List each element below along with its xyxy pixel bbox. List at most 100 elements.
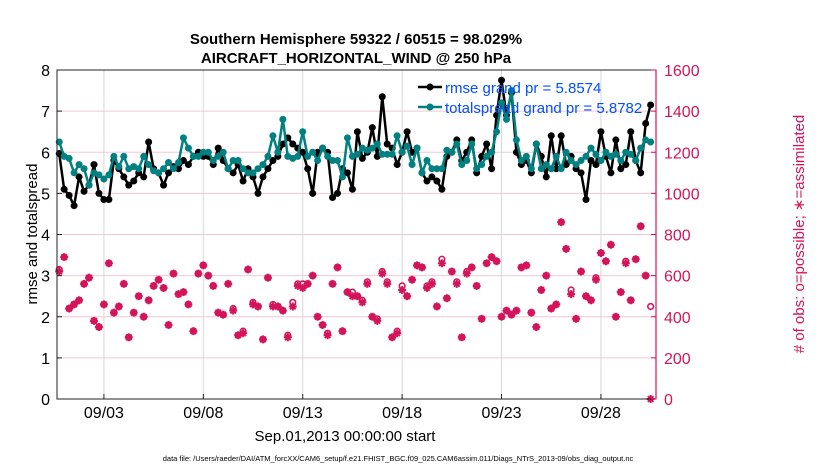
assimilated-obs-marker [129,308,138,317]
assimilated-obs-marker [457,333,466,342]
assimilated-obs-marker [408,275,417,284]
assimilated-obs-marker [278,306,287,315]
left-tick-label: 5 [41,186,50,203]
totalspread-point [199,148,207,156]
totalspread-point [383,150,391,158]
assimilated-obs-marker [527,308,536,317]
rmse-point [239,177,247,185]
asterisk-stroke [358,298,366,306]
asterisk-stroke [135,292,143,300]
assimilated-obs-marker [572,314,581,323]
rmse-point [229,169,237,177]
asterisk-stroke [403,292,411,300]
rmse-point [612,136,620,144]
asterisk-stroke [229,307,237,315]
legend-spread-marker [426,103,434,111]
totalspread-point [184,144,192,152]
totalspread-point [314,156,322,164]
rmse-point [299,148,307,156]
asterisk-stroke [204,272,212,280]
totalspread-point [542,161,550,169]
asterisk-stroke [184,300,192,308]
asterisk-stroke [532,323,540,331]
assimilated-obs-marker [363,279,372,288]
asterisk-stroke [383,280,391,288]
asterisk-stroke [612,313,620,321]
rmse-point [140,173,148,181]
assimilated-obs-marker [308,271,317,280]
asterisk-stroke [334,263,342,271]
chart-title-line2: AIRCRAFT_HORIZONTAL_WIND @ 250 hPa [201,50,512,67]
assimilated-obs-marker [557,218,566,227]
assimilated-obs-marker [323,331,332,340]
assimilated-obs-marker [353,292,362,301]
x-tick-label: 09/18 [382,405,422,422]
assimilated-obs-marker [562,244,571,253]
totalspread-point [488,148,496,156]
totalspread-point [493,128,501,136]
rmse-point [343,169,351,177]
x-tick-label: 09/23 [482,405,522,422]
rmse-point [498,76,506,84]
totalspread-point [403,142,411,150]
asterisk-stroke [502,307,511,315]
totalspread-point [214,152,222,160]
assimilated-obs-marker [418,263,427,272]
assimilated-obs-marker [482,259,491,268]
asterisk-stroke [319,321,327,329]
rmse-point [542,173,550,181]
rmse-point [254,189,262,197]
totalspread-point [239,165,247,173]
rmse-point [105,196,113,204]
totalspread-point [179,134,187,142]
asterisk-stroke [284,333,292,341]
asterisk-stroke [254,302,262,310]
assimilated-obs-marker [253,302,262,311]
x-tick-label: 09/03 [84,405,124,422]
rmse-point [130,177,138,185]
asterisk-stroke [100,300,108,308]
assimilated-obs-marker [447,267,456,276]
totalspread-point [637,144,645,152]
assimilated-obs-marker [239,329,248,338]
assimilated-obs-marker [313,312,322,321]
totalspread-point [552,152,560,160]
totalspread-point [433,165,441,173]
assimilated-obs-marker [184,300,193,309]
grid [57,70,656,399]
totalspread-point [219,148,227,156]
assimilated-obs-marker [114,302,123,311]
rmse-point [587,156,595,164]
rmse-point [383,140,391,148]
totalspread-point [373,140,381,148]
asterisk-stroke [249,300,257,308]
assimilated-obs-marker [641,271,650,280]
asterisk-stroke [194,270,202,278]
assimilated-obs-marker [442,294,451,303]
assimilated-obs-marker [179,288,188,297]
rmse-point [592,161,600,169]
rmse-point [75,173,83,181]
asterisk-stroke [95,323,103,331]
asterisk-stroke [443,294,451,302]
totalspread-point [527,165,535,173]
asterisk-stroke [294,282,302,290]
right-tick-label: 600 [664,269,691,286]
assimilated-obs-marker [606,240,615,249]
totalspread-point [592,150,600,158]
rmse-point [547,132,555,140]
asterisk-stroke [448,268,456,276]
rmse-point [334,189,342,197]
totalspread-point [398,148,406,156]
x-axis-label: Sep.01,2013 00:00:00 start [255,428,437,445]
asterisk-stroke [433,302,441,310]
asterisk-stroke [438,259,446,267]
asterisk-stroke [155,276,163,284]
totalspread-point [95,171,103,179]
asterisk-stroke [562,245,570,253]
x-tick-label: 09/08 [183,405,223,422]
assimilated-obs-marker [378,269,387,278]
left-tick-label: 2 [41,310,50,327]
rmse-point [165,169,173,177]
